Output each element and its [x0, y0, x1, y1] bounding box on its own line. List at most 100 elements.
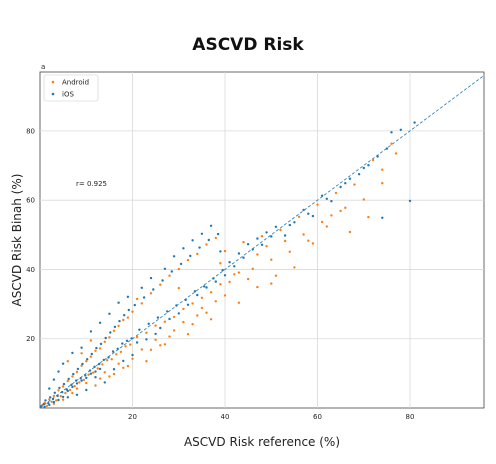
- ios-point: [56, 394, 59, 398]
- ios-point: [193, 290, 197, 293]
- y-tick-label: 60: [26, 197, 35, 205]
- ios-point: [320, 194, 324, 197]
- ios-point: [95, 346, 98, 350]
- android-point: [233, 273, 236, 276]
- ios-point: [67, 377, 70, 381]
- android-point: [52, 394, 56, 398]
- ios-point: [61, 362, 65, 365]
- android-point: [270, 258, 273, 261]
- android-point: [348, 230, 352, 234]
- ios-point: [113, 325, 117, 329]
- android-point: [145, 331, 148, 334]
- ios-point: [170, 270, 173, 273]
- ios-point: [122, 359, 125, 363]
- android-point: [131, 357, 134, 360]
- android-point: [367, 215, 370, 219]
- android-point: [182, 307, 185, 311]
- ios-point: [61, 390, 64, 394]
- ios-point: [228, 261, 231, 264]
- ios-point: [121, 342, 124, 345]
- android-point: [270, 282, 273, 285]
- ios-point: [94, 370, 97, 373]
- android-point: [394, 152, 398, 155]
- ios-point: [265, 231, 268, 234]
- android-point: [159, 344, 162, 347]
- ios-point: [51, 397, 55, 401]
- android-point: [101, 363, 104, 366]
- ios-point: [135, 341, 139, 344]
- android-point: [126, 316, 130, 319]
- ios-point: [49, 396, 52, 399]
- ios-point: [127, 308, 130, 312]
- ios-point: [311, 214, 315, 218]
- android-point: [135, 297, 139, 301]
- ios-point: [138, 328, 141, 331]
- android-point: [89, 355, 93, 358]
- ios-point: [74, 379, 78, 382]
- android-point: [85, 360, 88, 363]
- android-point: [110, 358, 113, 361]
- ios-point: [57, 370, 60, 373]
- ios-point: [385, 147, 389, 150]
- ios-point: [274, 225, 278, 228]
- android-point: [87, 373, 90, 376]
- ios-point: [112, 368, 116, 371]
- ios-point: [98, 321, 102, 324]
- ios-point: [52, 400, 56, 404]
- ios-point: [362, 166, 365, 170]
- ios-point: [61, 395, 65, 399]
- android-point: [82, 378, 86, 382]
- android-point: [64, 391, 67, 395]
- android-point: [57, 389, 60, 392]
- ios-point: [293, 221, 296, 224]
- ios-point: [123, 314, 126, 317]
- ios-point: [57, 398, 60, 402]
- ios-point: [102, 358, 106, 362]
- android-point: [78, 381, 81, 384]
- android-point: [154, 324, 157, 327]
- android-point: [103, 371, 107, 374]
- ios-point: [233, 265, 236, 268]
- android-point: [71, 391, 74, 395]
- android-point: [94, 384, 97, 387]
- ios-point: [256, 237, 259, 240]
- ios-point: [182, 247, 185, 250]
- x-tick-label: 40: [221, 413, 230, 421]
- ios-point: [212, 277, 215, 280]
- ios-point: [108, 312, 111, 315]
- ios-point: [184, 298, 187, 302]
- ios-point: [109, 331, 112, 334]
- ios-point: [75, 382, 79, 385]
- ios-point: [44, 399, 47, 402]
- ios-point: [85, 376, 88, 380]
- android-point: [311, 242, 315, 245]
- android-point: [209, 291, 213, 294]
- android-point: [200, 306, 204, 310]
- ios-point: [381, 216, 384, 219]
- android-point: [214, 236, 217, 240]
- android-point: [55, 399, 58, 402]
- chart-title: ASCVD Risk: [192, 35, 304, 55]
- ios-point: [205, 286, 208, 289]
- y-axis-label: ASCVD Risk Binah (%): [10, 174, 24, 307]
- android-point: [371, 158, 375, 162]
- ios-point: [89, 330, 93, 333]
- ios-point: [216, 232, 220, 236]
- ios-point: [390, 131, 393, 134]
- android-point: [344, 206, 347, 209]
- ios-point: [117, 301, 120, 304]
- android-point: [256, 285, 259, 289]
- android-point: [48, 398, 51, 401]
- legend-label-android: Android: [62, 79, 89, 87]
- ios-point: [130, 337, 133, 340]
- android-point: [149, 292, 153, 295]
- android-point: [126, 364, 130, 368]
- android-point: [339, 209, 342, 213]
- android-point: [200, 296, 204, 299]
- ios-point: [175, 304, 178, 307]
- android-point: [80, 352, 83, 355]
- android-point: [223, 294, 227, 297]
- ios-point: [330, 200, 333, 203]
- ios-point: [399, 128, 402, 131]
